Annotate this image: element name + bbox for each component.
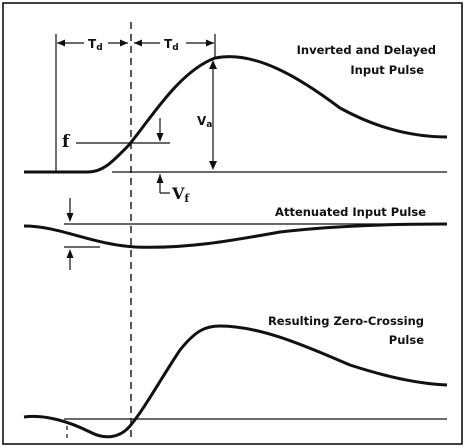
td-right-label: Td [164,37,179,53]
top-title-line1: Inverted and Delayed [297,43,436,57]
vf-label: Vf [171,184,190,205]
attenuation-arrowhead-bottom [66,249,74,258]
vf-arrowhead [156,174,164,183]
top-title-line2: Input Pulse [350,63,424,77]
td-left-arrowhead-end [120,39,128,47]
attenuation-arrowhead-top [66,213,74,222]
bottom-title-line1: Resulting Zero-Crossing [268,314,424,328]
f-label: f [62,132,71,152]
zero-crossing-pulse-curve [23,324,448,439]
attenuated-pulse-curve [23,222,448,249]
middle-title: Attenuated Input Pulse [275,205,426,219]
td-right-arrowhead-start [134,39,142,47]
va-arrowhead-bottom [209,161,217,170]
figure-border [2,2,463,445]
va-arrowhead-top [209,60,217,69]
td-left-label: Td [88,37,103,53]
va-label: Va [197,114,212,130]
td-left-arrowhead-start [57,39,65,47]
f-arrowhead [156,133,164,142]
bottom-title-line2: Pulse [389,333,424,347]
td-right-arrowhead-end [206,39,214,47]
